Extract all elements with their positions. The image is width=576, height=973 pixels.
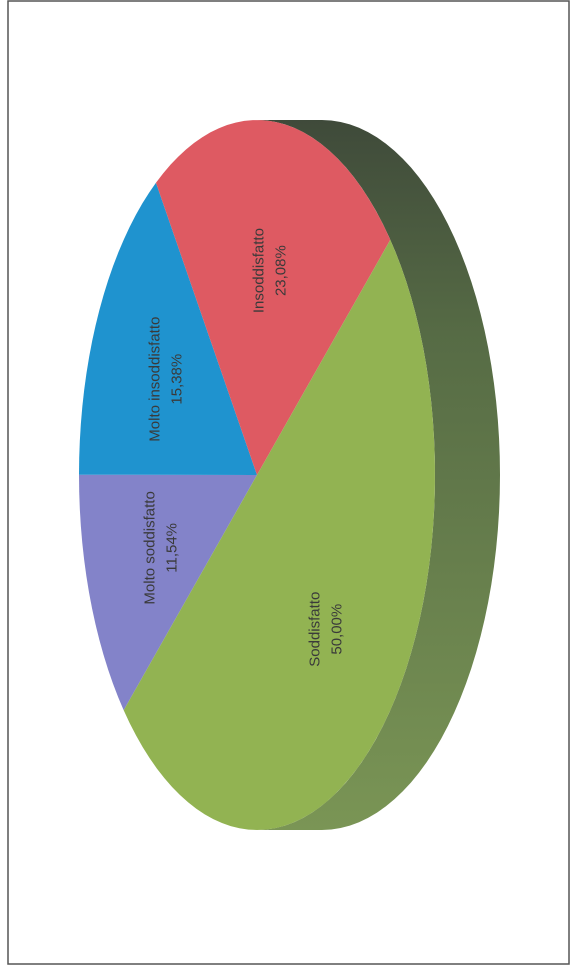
pie-slice xyxy=(79,182,257,475)
pie-slice xyxy=(123,239,435,830)
slice-label: Molto insoddisfatto 15,38% xyxy=(147,317,186,442)
slice-category: Soddisfatto xyxy=(306,592,323,667)
slice-category: Insoddisfatto xyxy=(250,228,267,313)
slice-value: 50,00% xyxy=(328,604,345,655)
slice-value: 23,08% xyxy=(272,245,289,296)
pie-slice xyxy=(155,120,391,476)
slice-label: Insoddisfatto 23,08% xyxy=(250,228,289,313)
slice-value: 15,38% xyxy=(169,354,186,405)
pie-side xyxy=(257,120,500,830)
pie-slice xyxy=(79,474,257,711)
slice-value: 11,54% xyxy=(163,523,180,573)
slice-label: Soddisfatto 50,00% xyxy=(306,592,345,667)
frame xyxy=(7,0,570,965)
slice-category: Molto soddisfatto xyxy=(141,491,158,604)
slice-label: Molto soddisfatto 11,54% xyxy=(141,491,180,604)
slice-category: Molto insoddisfatto xyxy=(147,317,164,442)
